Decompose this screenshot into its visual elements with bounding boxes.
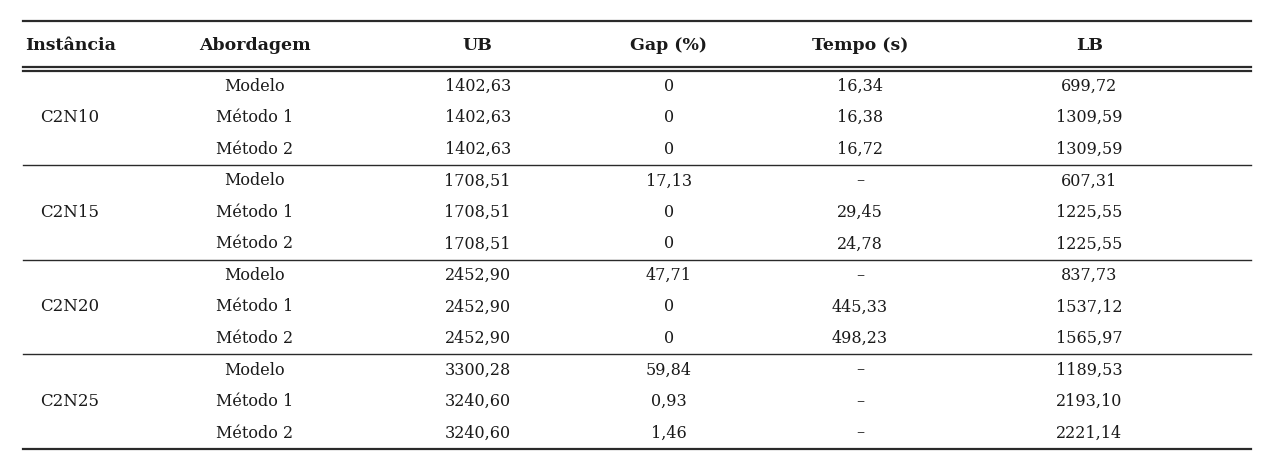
Text: 1537,12: 1537,12: [1056, 298, 1122, 315]
Text: 3240,60: 3240,60: [445, 424, 511, 442]
Text: LB: LB: [1075, 37, 1103, 55]
Text: 1402,63: 1402,63: [445, 110, 511, 126]
Text: 607,31: 607,31: [1061, 172, 1117, 189]
Text: Modelo: Modelo: [224, 172, 285, 189]
Text: 2452,90: 2452,90: [445, 267, 511, 284]
Text: 0: 0: [664, 204, 674, 221]
Text: 17,13: 17,13: [646, 172, 692, 189]
Text: –: –: [856, 267, 864, 284]
Text: 1708,51: 1708,51: [445, 172, 511, 189]
Text: 1225,55: 1225,55: [1056, 204, 1122, 221]
Text: Método 1: Método 1: [217, 110, 293, 126]
Text: 1189,53: 1189,53: [1056, 361, 1122, 378]
Text: C2N25: C2N25: [41, 393, 99, 410]
Text: 16,34: 16,34: [837, 78, 883, 95]
Text: 1309,59: 1309,59: [1056, 110, 1122, 126]
Text: 0: 0: [664, 330, 674, 347]
Text: UB: UB: [462, 37, 493, 55]
Text: 0: 0: [664, 78, 674, 95]
Text: 1708,51: 1708,51: [445, 235, 511, 252]
Text: 59,84: 59,84: [646, 361, 692, 378]
Text: Modelo: Modelo: [224, 361, 285, 378]
Text: Modelo: Modelo: [224, 78, 285, 95]
Text: 2452,90: 2452,90: [445, 298, 511, 315]
Text: –: –: [856, 424, 864, 442]
Text: 2193,10: 2193,10: [1056, 393, 1122, 410]
Text: 0: 0: [664, 141, 674, 158]
Text: 0: 0: [664, 298, 674, 315]
Text: Modelo: Modelo: [224, 267, 285, 284]
Text: 445,33: 445,33: [832, 298, 888, 315]
Text: 498,23: 498,23: [832, 330, 888, 347]
Text: C2N10: C2N10: [41, 110, 99, 126]
Text: 837,73: 837,73: [1061, 267, 1117, 284]
Text: Abordagem: Abordagem: [199, 37, 311, 55]
Text: 1402,63: 1402,63: [445, 78, 511, 95]
Text: 0: 0: [664, 235, 674, 252]
Text: 1,46: 1,46: [651, 424, 687, 442]
Text: Gap (%): Gap (%): [631, 37, 707, 55]
Text: 1565,97: 1565,97: [1056, 330, 1122, 347]
Text: 16,72: 16,72: [837, 141, 883, 158]
Text: 1309,59: 1309,59: [1056, 141, 1122, 158]
Text: 16,38: 16,38: [837, 110, 883, 126]
Text: 1708,51: 1708,51: [445, 204, 511, 221]
Text: 699,72: 699,72: [1061, 78, 1117, 95]
Text: Método 1: Método 1: [217, 204, 293, 221]
Text: 0,93: 0,93: [651, 393, 687, 410]
Text: Tempo (s): Tempo (s): [812, 37, 908, 55]
Text: C2N20: C2N20: [41, 298, 99, 315]
Text: 3300,28: 3300,28: [445, 361, 511, 378]
Text: –: –: [856, 393, 864, 410]
Text: Instância: Instância: [24, 37, 116, 55]
Text: C2N15: C2N15: [41, 204, 99, 221]
Text: 2221,14: 2221,14: [1056, 424, 1122, 442]
Text: 1402,63: 1402,63: [445, 141, 511, 158]
Text: 1225,55: 1225,55: [1056, 235, 1122, 252]
Text: 29,45: 29,45: [837, 204, 883, 221]
Text: Método 1: Método 1: [217, 298, 293, 315]
Text: –: –: [856, 361, 864, 378]
Text: 47,71: 47,71: [646, 267, 692, 284]
Text: 2452,90: 2452,90: [445, 330, 511, 347]
Text: Método 2: Método 2: [217, 424, 293, 442]
Text: Método 2: Método 2: [217, 141, 293, 158]
Text: 24,78: 24,78: [837, 235, 883, 252]
Text: Método 2: Método 2: [217, 330, 293, 347]
Text: 0: 0: [664, 110, 674, 126]
Text: Método 2: Método 2: [217, 235, 293, 252]
Text: –: –: [856, 172, 864, 189]
Text: Método 1: Método 1: [217, 393, 293, 410]
Text: 3240,60: 3240,60: [445, 393, 511, 410]
